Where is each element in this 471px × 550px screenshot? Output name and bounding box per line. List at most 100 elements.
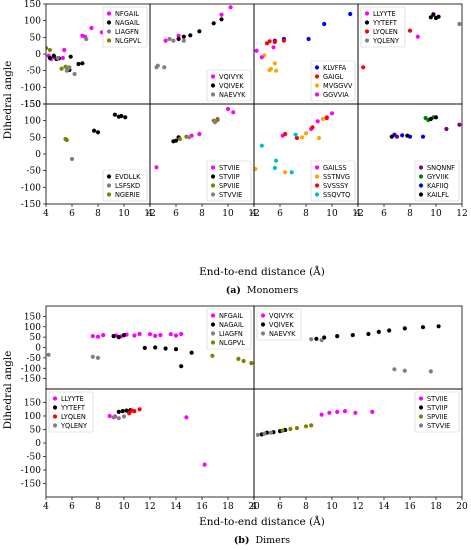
legend-marker — [260, 331, 266, 336]
legend-label: GGVVIA — [323, 91, 349, 99]
data-point-evdllk — [123, 115, 128, 120]
data-point-stvvie — [186, 135, 192, 140]
legend-marker — [210, 92, 216, 97]
data-point-evdllk — [119, 113, 124, 119]
legend-label: STVVIE — [219, 191, 242, 199]
legend-marker — [52, 414, 58, 419]
legend-marker — [314, 165, 320, 170]
legend-marker — [418, 396, 424, 401]
y-tick-label: -100 — [21, 466, 41, 476]
points-group — [255, 409, 375, 437]
legend-marker — [52, 423, 58, 428]
data-point-snqnnf — [444, 126, 449, 132]
legend-marker — [210, 331, 216, 336]
data-point-nlgpvl — [59, 66, 64, 71]
data-point-nfgail — [147, 332, 153, 337]
legend-marker — [314, 65, 320, 70]
y-tick-label: 0 — [35, 344, 41, 354]
data-point-liagfn — [55, 55, 60, 61]
x-tick-label: 18 — [430, 502, 442, 512]
data-point-liagfn — [84, 36, 89, 42]
data-point-liagfn — [46, 352, 51, 357]
data-point-nagail — [173, 347, 179, 352]
data-point-vqivek — [176, 36, 181, 42]
points-group — [63, 112, 128, 162]
data-point-vqivyk — [228, 5, 233, 10]
data-point-stvvie — [268, 430, 273, 435]
data-point-stvvie — [262, 431, 267, 436]
y-tick-label: -50 — [27, 453, 42, 463]
data-point-svsssy — [283, 131, 288, 137]
y-tick-label: 150 — [24, 0, 41, 10]
y-tick-label: 50 — [30, 33, 42, 43]
data-point-nagail — [121, 333, 127, 338]
data-point-spviie — [294, 426, 299, 431]
legend-marker — [210, 340, 216, 345]
monomers-caption-text: Monomers — [247, 285, 298, 296]
legend-label: NAEVYK — [219, 91, 246, 99]
data-point-vqivek — [197, 29, 202, 34]
panel-monomers-r1-c1: -150 -100 -50 0 50 100 150 NFGAILNAGAILLIAGFNNL… — [21, 0, 151, 110]
data-point-svsssy — [324, 115, 329, 121]
legend-marker — [210, 165, 216, 170]
data-point-ngerie — [64, 137, 69, 143]
x-tick-label: 4 — [355, 209, 361, 219]
legend-label: YYTEFT — [60, 404, 86, 412]
legend-label: STVIIP — [219, 173, 240, 181]
legend-label: GAILSS — [323, 164, 347, 172]
legend-label: MVGGVV — [323, 82, 353, 90]
legend-marker — [364, 20, 370, 25]
legend-label: GYVIIK — [427, 173, 449, 181]
plots-layer: -150-100-50050100150NFGAILNAGAILLIAGFNNL… — [21, 0, 468, 512]
data-point-liagfn — [95, 355, 101, 360]
x-tick-label: 12 — [352, 502, 363, 512]
legend-box — [360, 6, 406, 48]
data-point-nlgpvl — [291, 368, 295, 372]
y-tick-label: -100 — [21, 183, 41, 193]
data-point-lyqlen — [361, 65, 366, 70]
y-tick-label: 0 — [35, 50, 41, 60]
data-point-evdllk — [95, 130, 101, 135]
y-tick-label: 50 — [30, 133, 42, 143]
y-tick-label: 100 — [24, 117, 41, 127]
data-point-vqivek — [350, 333, 355, 338]
legend-label: NFGAIL — [219, 312, 243, 320]
data-point-mvggvv — [267, 67, 272, 73]
data-point-stviie — [231, 110, 236, 115]
y-tick-label: -150 — [21, 200, 41, 210]
legend-marker — [314, 74, 320, 79]
legend-marker — [210, 322, 216, 327]
data-point-nfgail — [95, 334, 101, 339]
data-point-nlgpvl — [47, 47, 53, 53]
y-tick-label: -50 — [27, 167, 42, 177]
legend-box — [206, 308, 252, 350]
data-point-liagfn — [72, 71, 77, 77]
legend-marker — [418, 192, 424, 197]
data-point-kailfl — [389, 134, 394, 139]
data-point-klvffa — [348, 11, 353, 17]
data-point-spviie — [288, 426, 293, 432]
y-tick-label: 100 — [24, 412, 41, 422]
x-tick-label: 12 — [456, 209, 467, 219]
points-group — [46, 331, 295, 372]
legend-box — [206, 69, 252, 102]
data-point-yqleny — [457, 21, 462, 27]
legend-label: VQIVYK — [269, 312, 294, 320]
data-point-naevyk — [167, 36, 172, 42]
data-point-naevyk — [309, 337, 314, 342]
data-point-svsssy — [294, 135, 299, 141]
legend-label: LYQLEN — [373, 28, 398, 36]
monomers-x-axis-label: End-to-end distance (Å) — [199, 264, 325, 278]
data-point-klvffa — [322, 21, 327, 27]
legend-label: SNQNNF — [427, 164, 455, 172]
data-point-ssqvtq — [289, 170, 294, 175]
legend-label: YQLENY — [372, 37, 400, 45]
